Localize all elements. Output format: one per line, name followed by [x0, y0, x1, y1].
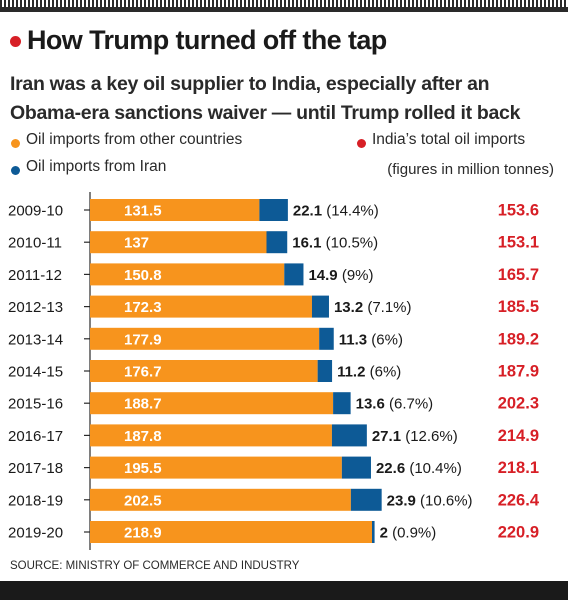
bar-iran — [266, 231, 288, 254]
category-label: 2010-11 — [8, 235, 62, 252]
bar-iran-value-label: 13.2 (7.1%) — [334, 299, 412, 316]
total-value-label: 220.9 — [498, 524, 539, 542]
bar-other-value-label: 137 — [124, 235, 149, 252]
bar-other-value-label: 131.5 — [124, 203, 162, 220]
total-value-label: 189.2 — [498, 330, 539, 348]
bar-iran — [372, 521, 375, 543]
total-value-label: 226.4 — [498, 491, 540, 509]
legend-total-label: India’s total oil imports — [372, 131, 526, 148]
bar-iran — [317, 360, 333, 382]
bar-iran-value-label: 13.6 (6.7%) — [356, 396, 434, 413]
category-label: 2018-19 — [8, 492, 63, 509]
bar-other — [90, 424, 332, 447]
bar-other-value-label: 187.8 — [124, 428, 162, 445]
bar-other-value-label: 176.7 — [124, 364, 162, 381]
chart-title: How Trump turned off the tap — [27, 25, 387, 55]
bar-other-value-label: 195.5 — [124, 460, 162, 477]
bar-iran — [259, 199, 288, 221]
category-label: 2011-12 — [8, 267, 62, 284]
bar-other-value-label: 177.9 — [124, 331, 162, 348]
chart-subtitle: Iran was a key oil supplier to India, es… — [10, 73, 521, 124]
bar-other-value-label: 172.3 — [124, 299, 162, 316]
bar-iran — [350, 488, 382, 511]
legend-other-swatch — [11, 139, 20, 148]
bar-other-value-label: 150.8 — [124, 267, 162, 284]
bar-other — [90, 263, 285, 286]
total-value-label: 165.7 — [498, 266, 539, 284]
title-bullet-icon — [10, 36, 21, 47]
bar-iran-value-label: 23.9 (10.6%) — [387, 492, 473, 509]
bar-other — [90, 456, 342, 479]
bottom-rule — [0, 581, 568, 600]
legend-iran-swatch — [11, 166, 20, 175]
bar-other-value-label: 202.5 — [124, 492, 162, 509]
category-label: 2014-15 — [8, 364, 63, 381]
bar-other — [90, 327, 320, 350]
bar-iran-value-label: 11.2 (6%) — [337, 364, 401, 381]
bar-other — [90, 488, 351, 511]
bar-other-value-label: 188.7 — [124, 396, 162, 413]
category-label: 2019-20 — [8, 525, 63, 542]
bar-iran — [331, 424, 367, 447]
bar-other — [90, 199, 260, 221]
bar-iran-value-label: 11.3 (6%) — [339, 331, 403, 348]
bar-iran-value-label: 2 (0.9%) — [380, 525, 437, 542]
bar-other — [90, 392, 334, 415]
bar-iran — [311, 295, 329, 318]
total-value-label: 185.5 — [498, 298, 539, 316]
source-note: SOURCE: MINISTRY OF COMMERCE AND INDUSTR… — [10, 560, 300, 572]
bar-other — [90, 360, 318, 382]
legend-iran-label: Oil imports from Iran — [26, 158, 167, 175]
bar-iran-value-label: 14.9 (9%) — [308, 267, 373, 284]
category-label: 2017-18 — [8, 460, 63, 477]
total-value-label: 187.9 — [498, 363, 539, 381]
bar-chart: 2009-10 131.5 22.1 (14.4%) 153.6 2010-11 137 1… — [8, 192, 540, 550]
total-value-label: 214.9 — [498, 427, 539, 445]
top-rule — [0, 0, 568, 12]
total-value-label: 153.6 — [498, 202, 539, 220]
category-label: 2013-14 — [8, 331, 63, 348]
category-label: 2015-16 — [8, 396, 63, 413]
category-label: 2016-17 — [8, 428, 63, 445]
bar-iran — [341, 456, 371, 479]
legend-total-swatch — [357, 139, 366, 148]
bar-iran — [284, 263, 304, 286]
bar-iran — [319, 327, 334, 350]
bar-iran-value-label: 22.1 (14.4%) — [293, 203, 379, 220]
bar-iran-value-label: 16.1 (10.5%) — [292, 235, 378, 252]
total-value-label: 202.3 — [498, 395, 539, 413]
category-label: 2012-13 — [8, 299, 63, 316]
bar-iran-value-label: 22.6 (10.4%) — [376, 460, 462, 477]
units-note: (figures in million tonnes) — [387, 161, 554, 178]
legend-other-label: Oil imports from other countries — [26, 131, 243, 148]
bar-other — [90, 521, 373, 543]
total-value-label: 153.1 — [498, 234, 539, 252]
bar-other — [90, 295, 312, 318]
bar-iran — [333, 392, 351, 415]
bar-other-value-label: 218.9 — [124, 525, 162, 542]
total-value-label: 218.1 — [498, 459, 539, 477]
category-label: 2009-10 — [8, 203, 63, 220]
bar-other — [90, 231, 267, 254]
bar-iran-value-label: 27.1 (12.6%) — [372, 428, 458, 445]
